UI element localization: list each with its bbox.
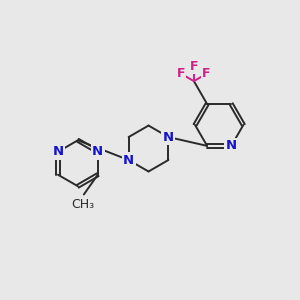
Text: N: N [226, 140, 237, 152]
Text: F: F [190, 60, 198, 73]
Text: N: N [92, 145, 103, 158]
Text: N: N [163, 130, 174, 143]
Text: N: N [123, 154, 134, 166]
Text: F: F [177, 67, 185, 80]
Text: N: N [52, 145, 64, 158]
Text: CH₃: CH₃ [71, 198, 94, 211]
Text: F: F [202, 67, 211, 80]
